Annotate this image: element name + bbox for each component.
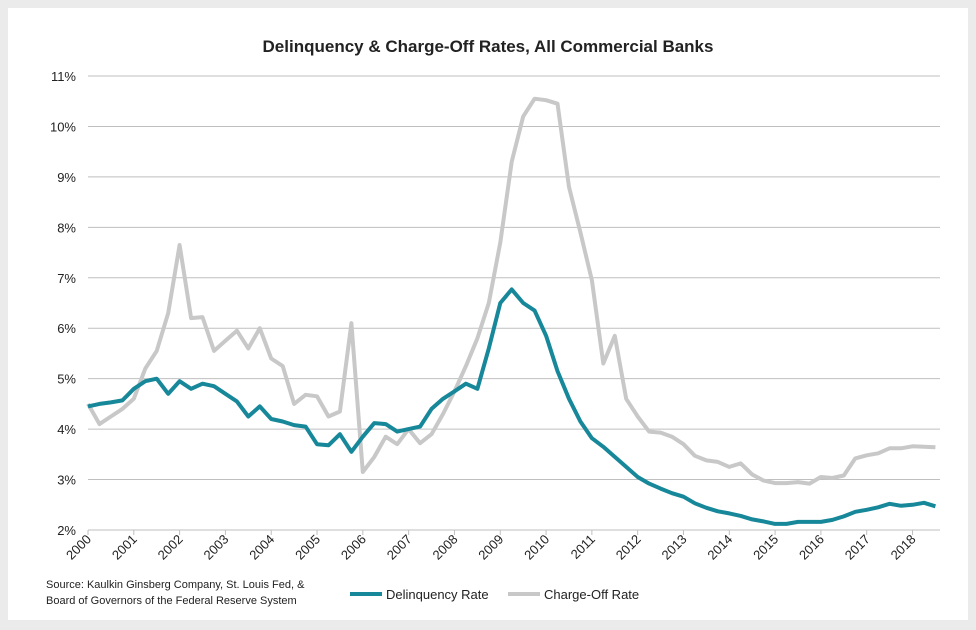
y-tick-label: 10% (50, 119, 76, 134)
y-tick-label: 4% (57, 422, 76, 437)
y-tick-label: 3% (57, 473, 76, 488)
legend-label: Delinquency Rate (386, 587, 489, 602)
chart-title: Delinquency & Charge-Off Rates, All Comm… (263, 37, 714, 56)
source: Source: Kaulkin Ginsberg Company, St. Lo… (46, 579, 305, 591)
series-line (87, 287, 936, 526)
y-tick-label: 8% (57, 220, 76, 235)
source: Board of Governors of the Federal Reserv… (46, 595, 297, 607)
y-tick-label: 6% (57, 321, 76, 336)
y-tick-label: 9% (57, 170, 76, 185)
y-tick-label: 11% (51, 69, 76, 84)
series-line (86, 96, 936, 486)
y-tick-label: 7% (57, 271, 76, 286)
chart-area (8, 8, 968, 620)
y-tick-label: 5% (57, 372, 76, 387)
y-tick-label: 2% (57, 523, 76, 538)
legend-label: Charge-Off Rate (544, 587, 639, 602)
